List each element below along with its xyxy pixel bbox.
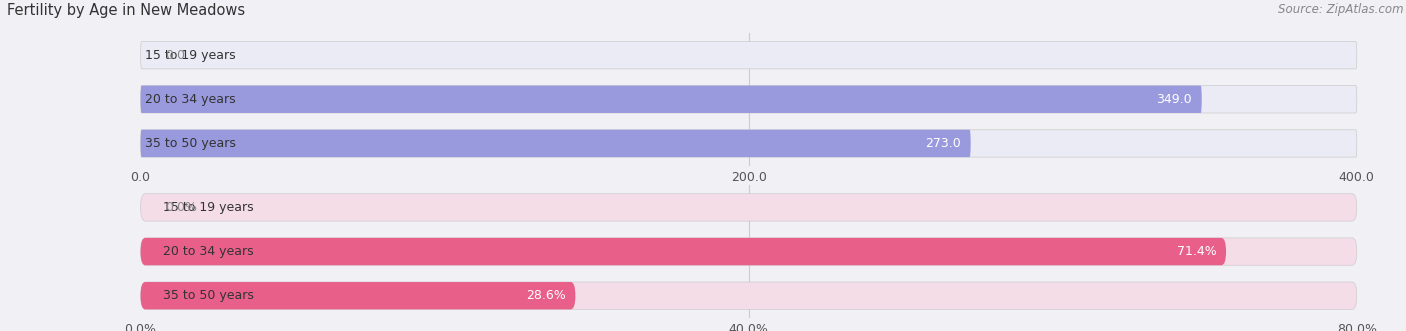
FancyBboxPatch shape [141,130,1357,157]
Text: 15 to 19 years: 15 to 19 years [163,201,254,214]
FancyBboxPatch shape [141,238,1357,265]
FancyBboxPatch shape [141,41,1357,69]
FancyBboxPatch shape [141,86,1357,113]
Text: Source: ZipAtlas.com: Source: ZipAtlas.com [1278,3,1403,16]
FancyBboxPatch shape [141,282,1357,309]
FancyBboxPatch shape [141,194,1357,221]
FancyBboxPatch shape [141,86,1202,113]
Text: 273.0: 273.0 [925,137,960,150]
Text: 35 to 50 years: 35 to 50 years [145,137,236,150]
Text: 0.0: 0.0 [165,49,186,62]
Text: 35 to 50 years: 35 to 50 years [163,289,254,302]
FancyBboxPatch shape [141,282,575,309]
Text: 71.4%: 71.4% [1177,245,1216,258]
Text: 15 to 19 years: 15 to 19 years [145,49,236,62]
Text: 20 to 34 years: 20 to 34 years [145,93,236,106]
Text: Fertility by Age in New Meadows: Fertility by Age in New Meadows [7,3,245,18]
FancyBboxPatch shape [141,238,1226,265]
FancyBboxPatch shape [141,130,970,157]
Text: 349.0: 349.0 [1156,93,1192,106]
Text: 0.0%: 0.0% [165,201,197,214]
Text: 28.6%: 28.6% [526,289,565,302]
Text: 20 to 34 years: 20 to 34 years [163,245,254,258]
